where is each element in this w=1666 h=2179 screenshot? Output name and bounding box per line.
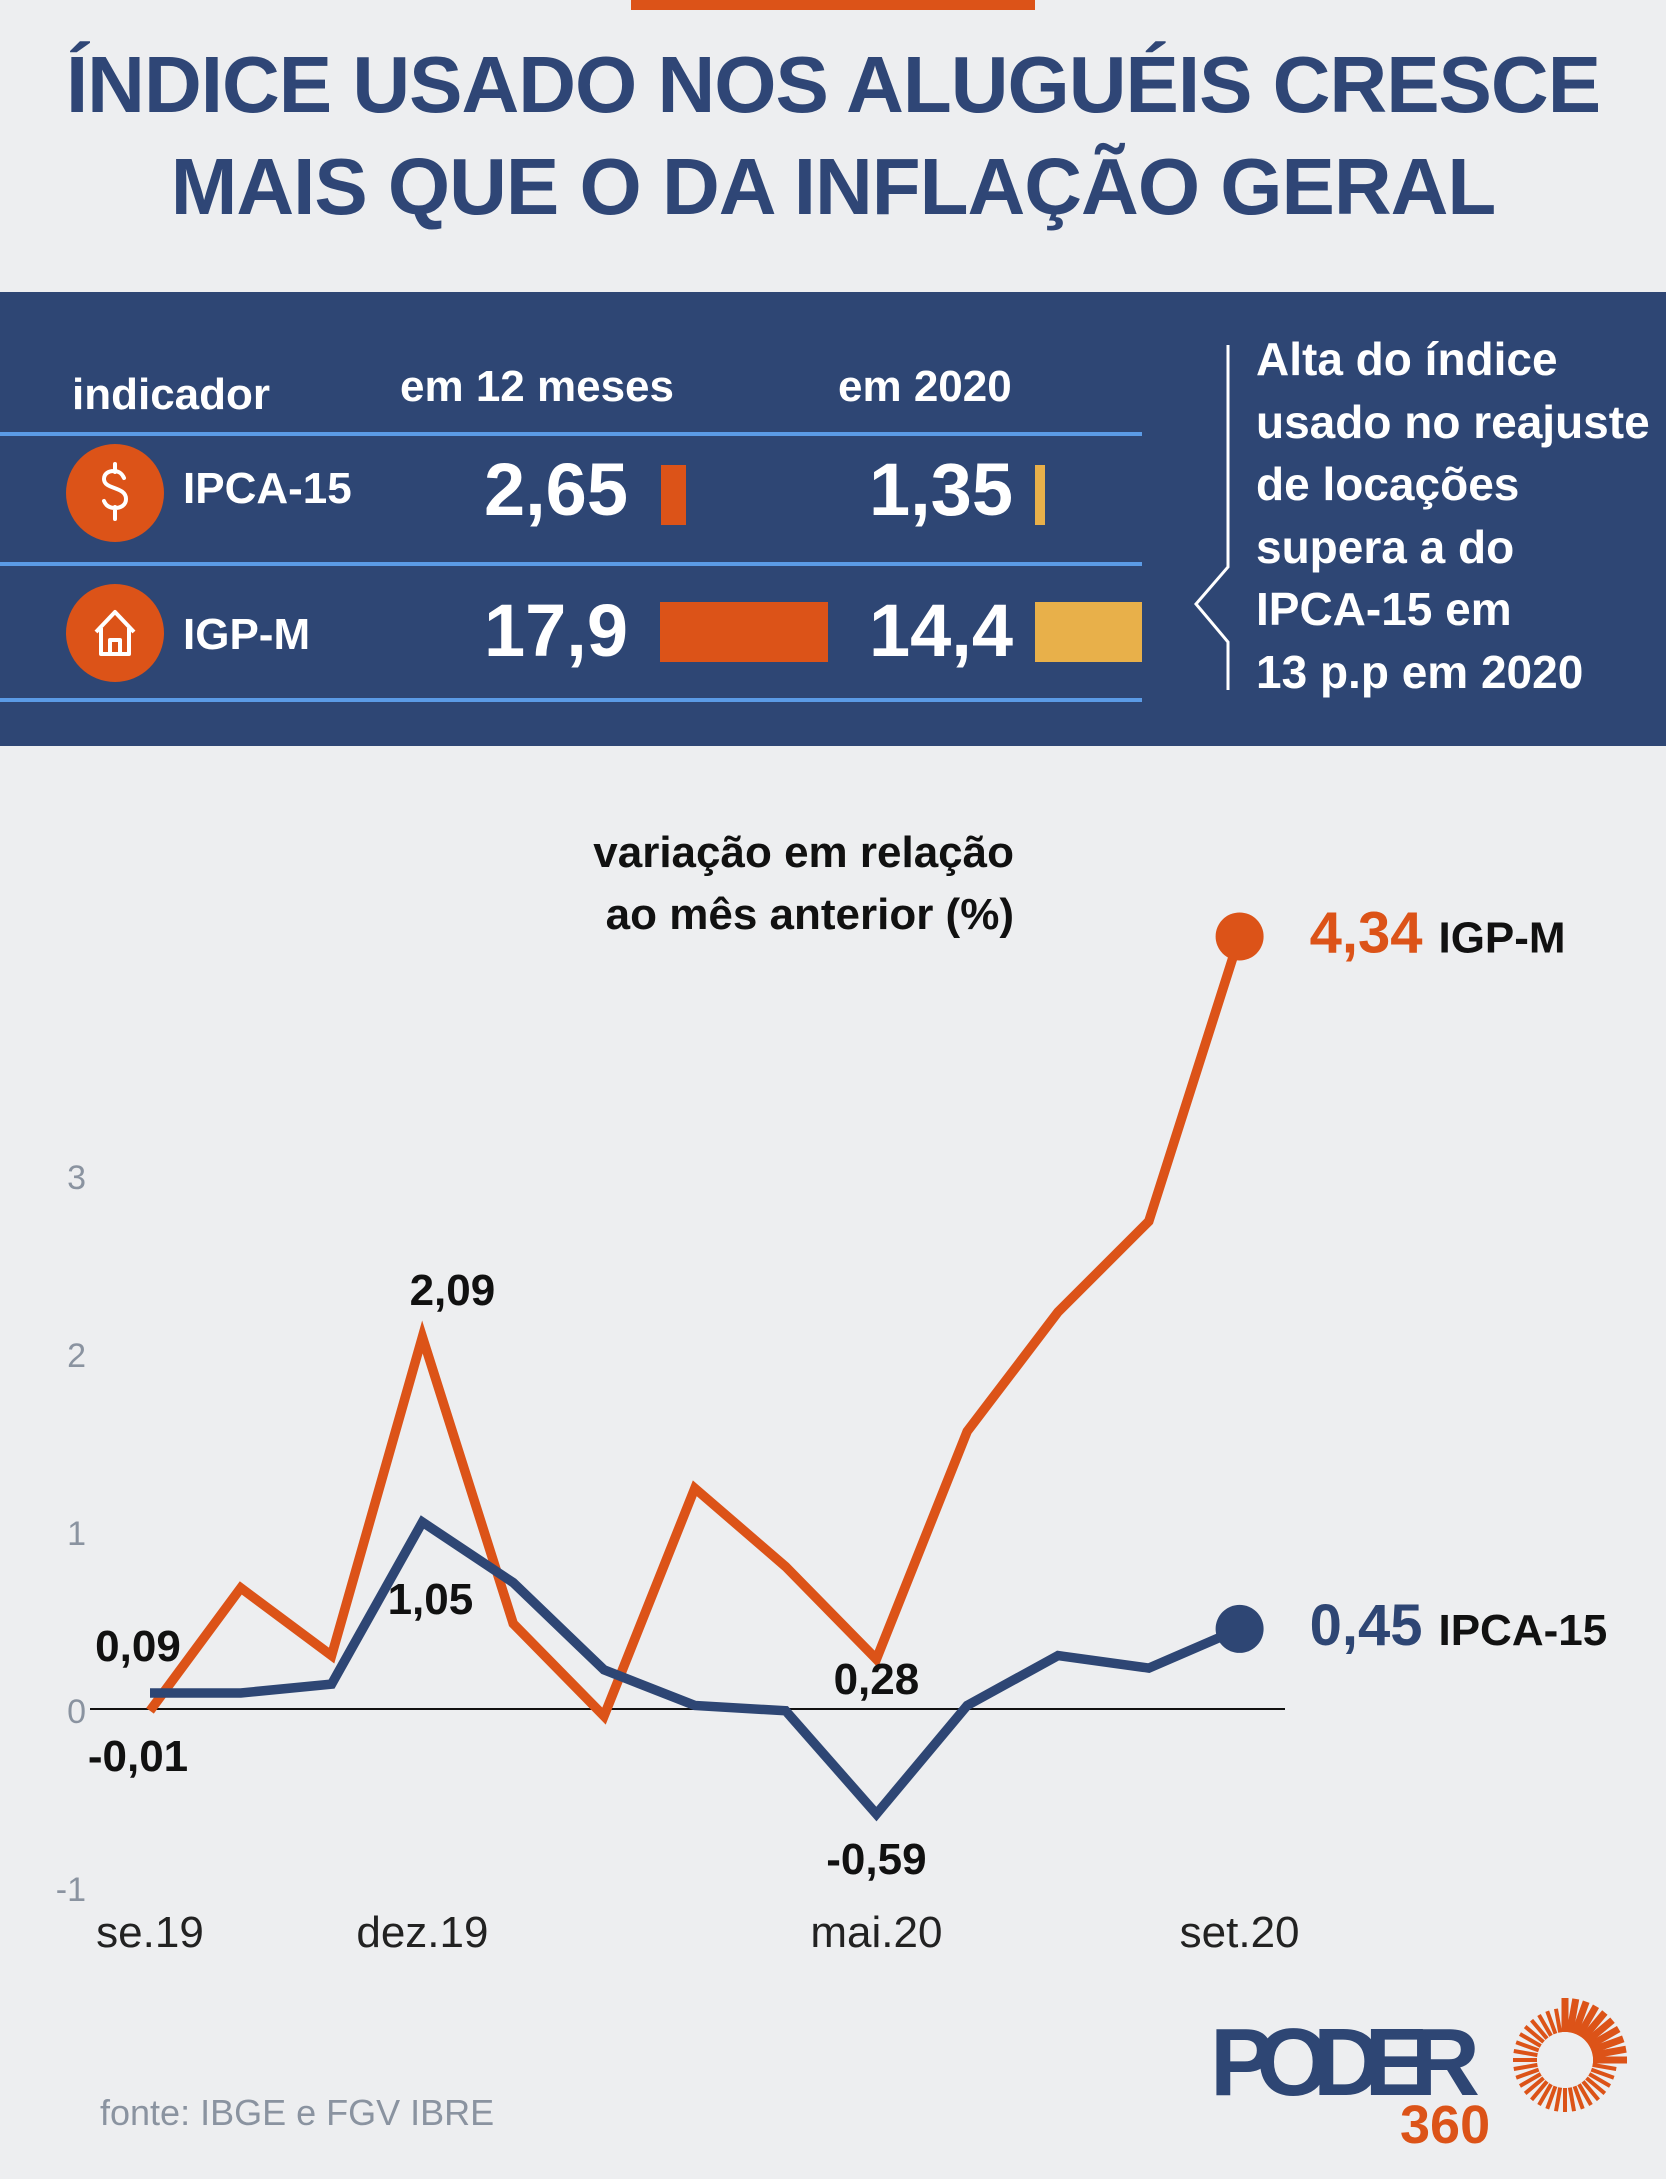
title-line-2: MAIS QUE O DA INFLAÇÃO GERAL (170, 142, 1497, 231)
sun-ray (1581, 2080, 1600, 2102)
row-label: IGP-M (183, 610, 311, 659)
note-line: usado no reajuste (1256, 395, 1650, 448)
data-label: 0,09 (95, 1622, 181, 1671)
sun-ray (1513, 2062, 1538, 2071)
sun-ray (1545, 2010, 1558, 2035)
sun-ray (1518, 2072, 1542, 2088)
line-chart: -1 0 1 2 3 se.19 dez.19 mai.20 set.20 4,34 IGP-M -0… (56, 900, 1608, 1957)
sun-ray (1590, 2067, 1615, 2080)
value-12-months: 2,65 (483, 448, 628, 531)
sun-ray (1530, 2018, 1549, 2040)
note-line: supera a do (1256, 520, 1515, 573)
sun-ray (1584, 2017, 1615, 2045)
row-label: IPCA-15 (183, 464, 352, 513)
y-tick-label: 1 (67, 1515, 86, 1553)
sun-ray (1530, 2080, 1549, 2102)
sun-ray (1580, 2010, 1608, 2041)
note-line: de locações (1256, 458, 1520, 510)
logo-text: PODER (1210, 2009, 1480, 2116)
note-line: IPCA-15 em (1256, 583, 1512, 635)
sun-ray (1537, 2083, 1553, 2107)
sun-ray (1587, 2025, 1621, 2050)
series-line-ipca-15 (150, 1515, 1242, 1822)
data-label: 2,09 (410, 1266, 496, 1315)
sun-ray (1588, 2072, 1612, 2088)
header-indicator: indicador (72, 370, 271, 419)
title-line-1: ÍNDICE USADO NOS ALUGUÉIS CRESCE (65, 40, 1601, 129)
value-2020: 1,35 (868, 448, 1013, 531)
x-tick-label: se.19 (96, 1908, 204, 1957)
data-label: -0,59 (826, 1835, 926, 1884)
logo-number: 360 (1400, 2095, 1490, 2145)
divider (0, 432, 1142, 436)
series-name: IGP-M (1438, 913, 1565, 962)
sun-ray (1575, 2004, 1600, 2038)
sun-ray (1554, 2087, 1563, 2112)
sun-ray (1518, 2032, 1542, 2048)
end-value: 0,45 (1310, 1593, 1423, 1658)
sun-ray (1545, 2085, 1558, 2110)
value-2020: 14,4 (868, 589, 1013, 672)
page-title: ÍNDICE USADO NOS ALUGUÉIS CRESCE MAIS QU… (0, 34, 1666, 238)
top-accent-bar (631, 0, 1035, 10)
bar-2020 (1035, 465, 1046, 525)
sun-ray (1513, 2049, 1538, 2058)
bracket (1194, 345, 1230, 690)
house-icon (66, 584, 164, 682)
x-tick-label: dez.19 (356, 1908, 488, 1957)
subtitle-line: variação em relação (593, 828, 1014, 877)
sun-icon (1513, 1998, 1627, 2112)
sun-ray (1515, 2067, 1540, 2080)
divider (0, 562, 1142, 566)
sun-ray (1567, 2087, 1576, 2112)
end-label-igp-m: 4,34 IGP-M (1310, 900, 1566, 965)
y-tick-label: 0 (67, 1693, 86, 1731)
data-point (1215, 1604, 1264, 1653)
sun-ray (1566, 1998, 1580, 2034)
bar-12-months (660, 602, 829, 662)
dollar-icon (66, 444, 164, 542)
x-tick-label: set.20 (1180, 1908, 1300, 1957)
divider (0, 698, 1142, 702)
sun-ray (1515, 2040, 1540, 2053)
data-point (1215, 912, 1264, 961)
bar-2020 (1035, 602, 1143, 662)
sun-ray (1571, 2000, 1590, 2035)
chart-subtitle: variação em relação ao mês anterior (%) (593, 822, 1014, 946)
sun-ray (1577, 2083, 1593, 2107)
sun-ray (1590, 2035, 1625, 2054)
sun-ray (1537, 2013, 1553, 2037)
source-note: fonte: IBGE e FGV IBRE (100, 2092, 495, 2133)
data-label: 1,05 (388, 1575, 474, 1624)
end-value: 4,34 (1310, 900, 1423, 965)
bar-12-months (661, 465, 686, 525)
note-line: 13 p.p em 2020 (1256, 645, 1584, 698)
series-line-igp-m (146, 935, 1245, 1725)
note-text: Alta do índice usado no reajuste de loca… (1256, 328, 1666, 703)
sun-ray (1572, 2085, 1585, 2110)
sun-ray (1592, 2062, 1617, 2071)
poder360-logo: PODER 360 (1210, 1998, 1627, 2145)
summary-panel: indicador em 12 meses em 2020 IPCA-15 2,… (0, 292, 1666, 746)
data-label: -0,01 (88, 1732, 188, 1781)
sun-ray (1585, 2076, 1607, 2095)
x-tick-label: mai.20 (810, 1908, 942, 1957)
y-tick-label: 3 (67, 1159, 86, 1197)
data-label: 0,28 (834, 1655, 920, 1704)
end-label-ipca-15: 0,45 IPCA-15 (1310, 1593, 1608, 1658)
sun-ray (1591, 2045, 1627, 2059)
sun-ray (1523, 2025, 1545, 2044)
series-name: IPCA-15 (1438, 1606, 1607, 1655)
sun-ray (1523, 2076, 1545, 2095)
sun-ray (1554, 2008, 1563, 2033)
header-12-months: em 12 meses (400, 362, 674, 411)
note-line: Alta do índice (1256, 333, 1558, 385)
header-2020: em 2020 (838, 362, 1012, 411)
subtitle-line: ao mês anterior (%) (605, 890, 1014, 939)
value-12-months: 17,9 (483, 589, 628, 672)
y-tick-label: -1 (56, 1871, 86, 1909)
y-tick-label: 2 (67, 1337, 86, 1375)
